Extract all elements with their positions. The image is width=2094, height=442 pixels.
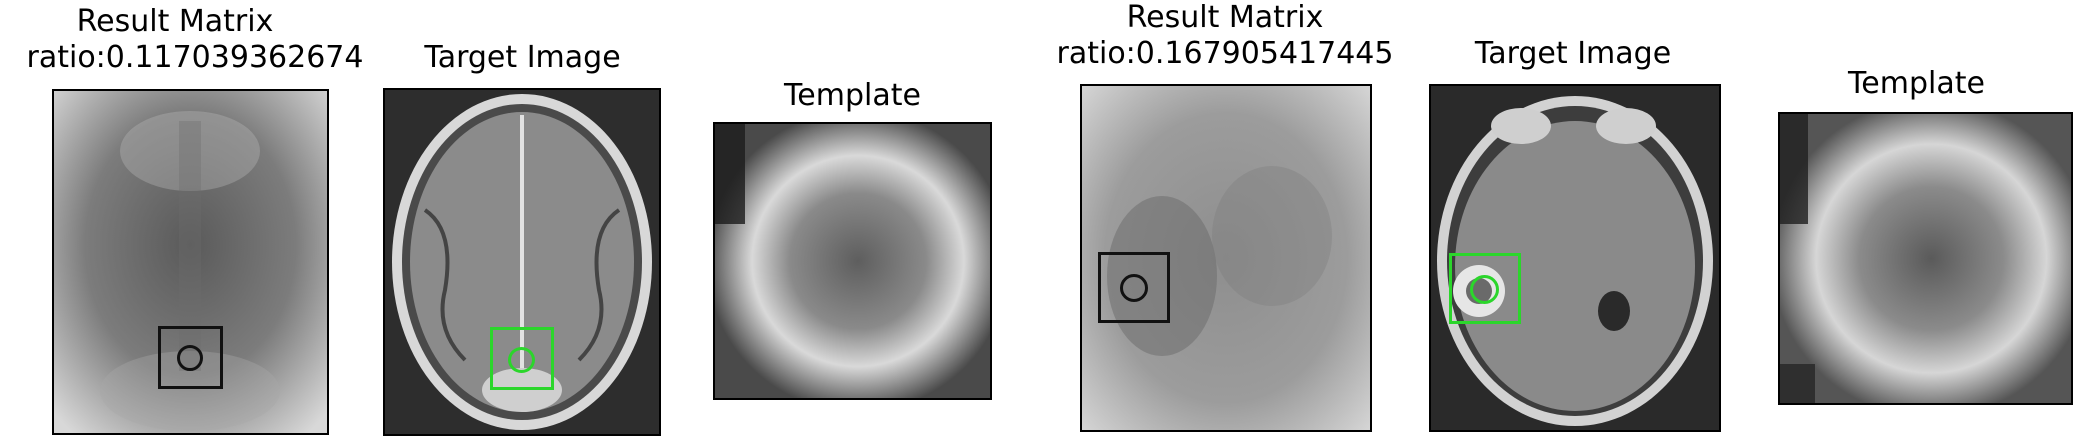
left-template-title: Template [784,78,921,113]
left-detection-box [490,327,554,390]
right-match-box [1098,252,1170,323]
right-result-title-line2: ratio:0.167905417445 [1056,36,1394,71]
left-template-image [713,122,992,400]
left-result-title-line2: ratio:0.117039362674 [26,40,364,75]
left-result-matrix-image [52,89,329,435]
right-target-image [1429,84,1721,432]
right-template-title: Template [1848,66,1985,101]
left-match-circle [177,345,203,371]
left-target-image [383,88,661,436]
right-result-title-line1: Result Matrix [1126,0,1324,35]
left-detection-circle [508,347,535,373]
right-target-title: Target Image [1474,36,1672,71]
left-result-title-line1: Result Matrix [76,4,274,39]
right-match-circle [1120,274,1148,302]
right-detection-box [1449,253,1521,324]
left-match-box [158,326,223,389]
right-template-image [1778,112,2073,405]
right-detection-circle [1470,275,1499,304]
right-result-matrix-image [1080,84,1372,432]
left-target-title: Target Image [424,40,621,75]
